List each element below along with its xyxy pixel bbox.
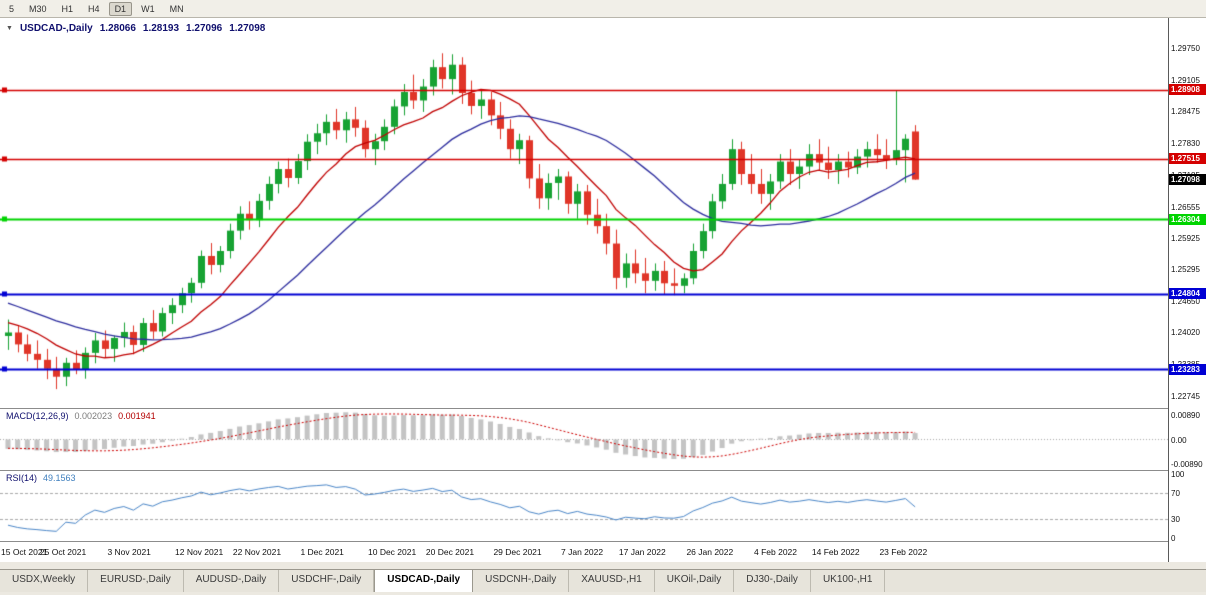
price-axis-tick: 1.29105 xyxy=(1171,75,1200,85)
price-chart-canvas[interactable] xyxy=(0,18,1168,408)
chart-tab-ukoil[interactable]: UKOil-,Daily xyxy=(655,570,735,592)
date-axis-label: 20 Dec 2021 xyxy=(425,547,475,557)
price-axis-tick: 1.29750 xyxy=(1171,43,1200,53)
timeframe-button-mn[interactable]: MN xyxy=(169,3,184,14)
macd-axis-tick: 0.00890 xyxy=(1171,411,1200,420)
date-axis-label: 4 Feb 2022 xyxy=(754,547,798,557)
timeframe-button-h1[interactable]: H1 xyxy=(61,3,74,14)
chart-tab-usdcnh[interactable]: USDCNH-,Daily xyxy=(473,570,570,592)
price-axis-tick: 1.25925 xyxy=(1171,233,1200,243)
chart-tab-usdchf[interactable]: USDCHF-,Daily xyxy=(279,570,375,592)
chart-tab-audusd[interactable]: AUDUSD-,Daily xyxy=(184,570,280,592)
price-axis[interactable]: 1.297501.291051.284751.278301.271851.265… xyxy=(1168,18,1206,562)
price-axis-tick: 1.25295 xyxy=(1171,265,1200,275)
rsi-axis-tick: 0 xyxy=(1171,534,1176,543)
level-price-tag: 1.23283 xyxy=(1169,363,1206,375)
date-axis-label: 7 Jan 2022 xyxy=(561,547,604,557)
rsi-axis-tick: 100 xyxy=(1171,470,1185,479)
timeframe-button-5[interactable]: 5 xyxy=(9,3,15,14)
macd-axis-tick: -0.00890 xyxy=(1171,459,1203,469)
chart-tab-xauusd[interactable]: XAUUSD-,H1 xyxy=(569,570,655,592)
date-axis-label: 17 Jan 2022 xyxy=(618,547,666,557)
price-axis-tick: 1.22745 xyxy=(1171,391,1200,401)
chart-tab-eurusd[interactable]: EURUSD-,Daily xyxy=(88,570,184,592)
rsi-axis-tick: 30 xyxy=(1171,514,1180,524)
date-axis-label: 22 Nov 2021 xyxy=(232,547,282,557)
chart-tab-usdx[interactable]: USDX,Weekly xyxy=(0,570,89,592)
rsi-panel-canvas[interactable] xyxy=(0,471,1168,541)
date-axis-label: 14 Feb 2022 xyxy=(811,547,860,557)
chart-tab-uk100[interactable]: UK100-,H1 xyxy=(811,570,886,592)
date-axis-label: 26 Jan 2022 xyxy=(686,547,734,557)
rsi-pane-splitter[interactable] xyxy=(0,470,1206,471)
chart-tab-dj30[interactable]: DJ30-,Daily xyxy=(734,570,811,592)
price-axis-tick: 1.24020 xyxy=(1171,328,1200,338)
timeframe-button-w1[interactable]: W1 xyxy=(141,3,155,14)
price-axis-tick: 1.26555 xyxy=(1171,202,1200,212)
date-axis[interactable]: 15 Oct 2021 25 Oct 2021 3 Nov 2021 12 Nov 2… xyxy=(0,542,1168,562)
date-axis-label: 3 Nov 2021 xyxy=(107,547,151,557)
level-price-tag: 1.28908 xyxy=(1169,84,1206,96)
timeframe-button-m30[interactable]: M30 xyxy=(29,3,47,14)
chart-collapse-icon[interactable]: ▼ xyxy=(6,25,13,32)
timeframe-button-h4[interactable]: H4 xyxy=(88,3,100,14)
price-axis-tick: 1.28475 xyxy=(1171,107,1200,117)
macd-panel-canvas[interactable] xyxy=(0,409,1168,470)
date-axis-label: 1 Dec 2021 xyxy=(300,547,344,557)
date-axis-label: 15 Oct 2021 xyxy=(1,547,48,557)
level-price-tag: 1.26304 xyxy=(1169,213,1206,225)
chart-tab-usdcad[interactable]: USDCAD-,Daily xyxy=(374,570,474,592)
price-axis-tick: 1.27830 xyxy=(1171,139,1200,149)
macd-axis-tick: 0.00 xyxy=(1171,435,1187,445)
price-axis-tick: 1.24650 xyxy=(1171,297,1200,307)
date-axis-label: 29 Dec 2021 xyxy=(493,547,542,557)
date-axis-divider xyxy=(0,541,1206,542)
level-price-tag: 1.27515 xyxy=(1169,153,1206,165)
level-price-tag: 1.24804 xyxy=(1169,288,1206,300)
rsi-axis-tick: 70 xyxy=(1171,489,1180,499)
macd-pane-splitter[interactable] xyxy=(0,408,1206,409)
date-axis-label: 25 Oct 2021 xyxy=(39,547,87,557)
timeframe-button-d1[interactable]: D1 xyxy=(108,1,133,16)
current-price-tag: 1.27098 xyxy=(1169,174,1206,186)
date-axis-label: 12 Nov 2021 xyxy=(175,547,224,557)
chart-window: ▼ USDCAD-,Daily 1.28066 1.28193 1.27096 … xyxy=(0,18,1206,562)
chart-tab-bar: USDX,Weekly EURUSD-,Daily AUDUSD-,Daily USD… xyxy=(0,569,1206,592)
date-axis-label: 10 Dec 2021 xyxy=(368,547,417,557)
date-axis-label: 23 Feb 2022 xyxy=(879,547,928,557)
timeframe-toolbar: 5 M30 H1 H4 D1 W1 MN xyxy=(0,0,1206,18)
